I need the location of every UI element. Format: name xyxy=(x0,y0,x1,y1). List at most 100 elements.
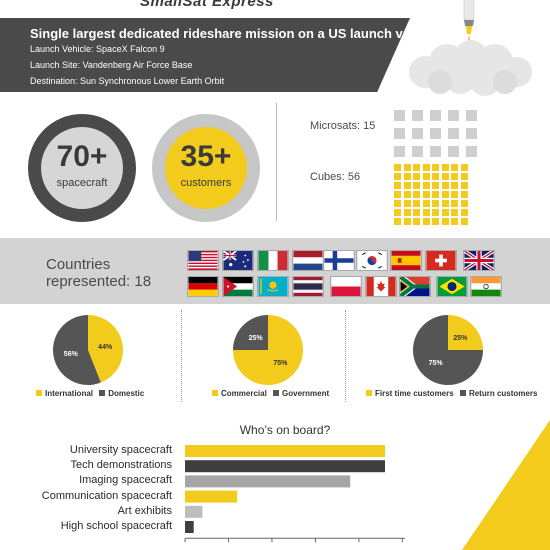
cube-square xyxy=(403,209,411,216)
cube-square xyxy=(432,218,439,225)
cube-square xyxy=(432,173,439,180)
microsat-square xyxy=(394,110,405,121)
kazakhstan-flag-icon xyxy=(257,276,289,297)
mission-title: SmallSat Express xyxy=(140,0,274,10)
cube-square xyxy=(441,173,449,180)
first-time-legend-label: First time customers xyxy=(375,389,454,398)
microsat-square xyxy=(412,110,423,121)
cube-square xyxy=(413,182,420,189)
pie-chart-first-return-customers: 25% 75% xyxy=(413,315,483,385)
pie-slice-return-customers xyxy=(413,315,483,385)
pie-label-return-customers: 75% xyxy=(429,360,444,367)
cube-square xyxy=(394,164,401,171)
cube-square xyxy=(394,173,401,180)
india-flag-icon xyxy=(470,276,502,297)
spain-flag-icon xyxy=(390,250,422,271)
cube-square xyxy=(422,209,430,216)
cube-square xyxy=(403,218,411,225)
microsat-square xyxy=(412,128,423,139)
cube-square xyxy=(451,191,458,198)
pie-label-domestic: 56% xyxy=(64,351,79,358)
cube-square xyxy=(460,200,468,207)
cube-square xyxy=(413,209,420,216)
thailand-flag-icon xyxy=(292,276,324,297)
stats-divider xyxy=(276,103,277,221)
government-legend-label: Government xyxy=(282,389,330,398)
cube-square xyxy=(441,164,449,171)
pie-chart-international-domestic: 44% 56% xyxy=(53,315,123,385)
bar-communication-spacecraft xyxy=(185,490,238,503)
cube-square xyxy=(432,164,439,171)
microsat-square xyxy=(430,146,441,157)
bar-category-label: University spacecraft xyxy=(69,444,172,456)
pie-divider-1 xyxy=(181,310,182,402)
cube-square xyxy=(413,191,420,198)
pie-label-government: 25% xyxy=(249,335,264,342)
domestic-swatch xyxy=(99,390,106,396)
whos-on-board-bar-chart xyxy=(184,445,405,543)
bar-category-label: Imaging spacecraft xyxy=(79,474,172,487)
cube-square xyxy=(422,173,430,180)
cube-square xyxy=(441,182,449,189)
commercial-swatch xyxy=(212,390,218,396)
pie-slice-first-time-customers xyxy=(448,315,483,350)
spacecraft-circle-inner xyxy=(41,127,123,209)
cube-square xyxy=(460,209,468,216)
cube-square xyxy=(451,200,458,207)
cube-square xyxy=(413,218,420,225)
microsat-square xyxy=(448,110,459,121)
australia-flag-icon xyxy=(222,250,254,271)
cube-square xyxy=(422,218,430,225)
germany-flag-icon xyxy=(187,276,219,297)
pie-label-international: 44% xyxy=(98,344,113,351)
countries-label-line2: represented: 18 xyxy=(46,273,152,290)
microsat-square xyxy=(466,110,477,121)
microsat-square xyxy=(448,128,459,139)
bar-tech-demonstrations xyxy=(185,460,385,473)
cube-square xyxy=(441,218,449,225)
cube-square xyxy=(441,191,449,198)
customers-label: customers xyxy=(180,177,232,189)
cube-square xyxy=(451,218,458,225)
cube-square xyxy=(460,164,468,171)
microsat-grid xyxy=(394,110,494,166)
cube-square xyxy=(394,209,401,216)
yellow-corner-decoration xyxy=(462,420,550,550)
united-kingdom-flag-icon xyxy=(463,250,495,271)
cube-square xyxy=(403,173,411,180)
pie-3-legend: First time customers Return customers xyxy=(366,389,537,398)
bar-category-label: Tech demonstrations xyxy=(70,459,173,472)
cube-square xyxy=(413,200,420,207)
netherlands-flag-icon xyxy=(292,250,324,271)
cubes-label: Cubes: 56 xyxy=(310,171,361,183)
finland-flag-icon xyxy=(323,250,355,271)
microsats-label: Microsats: 15 xyxy=(310,120,376,132)
pie-label-commercial: 75% xyxy=(273,360,288,367)
cube-square xyxy=(394,200,401,207)
spacecraft-label: spacecraft xyxy=(56,177,108,189)
jordan-flag-icon xyxy=(222,276,254,297)
cube-square xyxy=(394,218,401,225)
bar-chart-title: Who’s on board? xyxy=(239,423,331,437)
cube-square xyxy=(451,209,458,216)
cube-square xyxy=(403,182,411,189)
domestic-legend-label: Domestic xyxy=(108,389,145,398)
cube-square xyxy=(451,164,458,171)
bar-category-label: Art exhibits xyxy=(117,504,172,517)
international-swatch xyxy=(36,390,42,396)
bar-category-label: High school spacecraft xyxy=(60,520,172,532)
cube-square xyxy=(394,191,401,198)
south-korea-flag-icon xyxy=(356,250,388,271)
smoke-cloud xyxy=(409,40,532,96)
customers-count: 35+ xyxy=(180,140,232,173)
rocket-launch-illustration xyxy=(409,0,532,96)
microsat-square xyxy=(412,146,423,157)
microsat-square xyxy=(394,128,405,139)
pie-slice-international xyxy=(88,315,123,383)
return-legend-label: Return customers xyxy=(468,389,538,398)
pie-slice-domestic xyxy=(53,315,101,385)
government-swatch xyxy=(273,390,280,396)
cube-square xyxy=(403,191,411,198)
cube-square xyxy=(413,173,420,180)
cube-square xyxy=(413,164,420,171)
